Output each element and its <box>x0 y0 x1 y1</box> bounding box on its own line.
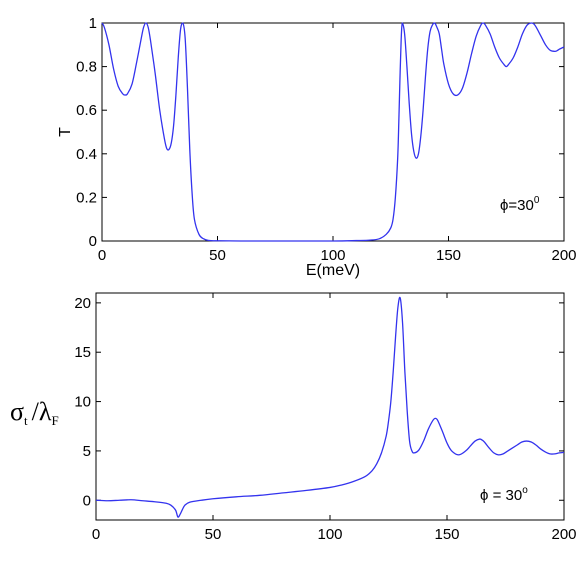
transmission-x-axis-label: E(meV) <box>306 262 360 279</box>
cross-section-x-tick-label: 50 <box>205 526 222 543</box>
transmission-ticks <box>101 22 565 242</box>
cross-section-panel: 0 50 100 150 200 0 5 10 15 20 σt /λF ϕ = 30o <box>10 292 577 543</box>
cross-section-angle-text: ϕ = 30 <box>480 487 522 504</box>
cross-section-x-tick-label: 100 <box>317 526 342 543</box>
transmission-y-tick-label: 0.8 <box>76 59 97 76</box>
transmission-x-tick-label: 0 <box>98 247 106 264</box>
cross-section-angle-superscript: o <box>522 485 528 496</box>
lambda-subscript: F <box>51 413 58 428</box>
cross-section-angle-annotation: ϕ = 30o <box>480 485 528 504</box>
cross-section-y-axis-label: σt /λF <box>10 397 59 428</box>
cross-section-y-tick-label: 15 <box>74 344 91 361</box>
transmission-y-tick-label: 0.4 <box>76 146 97 163</box>
transmission-y-axis-label: T <box>57 127 74 137</box>
cross-section-y-tick-label: 5 <box>83 443 91 460</box>
transmission-curve <box>101 22 565 242</box>
cross-section-y-tick-label: 0 <box>83 492 91 509</box>
cross-section-tick-labels: 0 50 100 150 200 0 5 10 15 20 <box>74 295 576 543</box>
cross-section-plot-frame <box>95 292 565 521</box>
transmission-angle-annotation: ϕ=300 <box>500 195 540 214</box>
cross-section-x-tick-label: 200 <box>551 526 576 543</box>
transmission-angle-text: ϕ=30 <box>500 197 534 214</box>
cross-section-y-tick-label: 20 <box>74 295 91 312</box>
transmission-tick-labels: 0 50 100 150 200 0 0.2 0.4 0.6 0.8 1 <box>76 15 576 264</box>
transmission-x-tick-label: 50 <box>209 247 226 264</box>
lambda-symbol: λ <box>39 397 52 426</box>
sigma-subscript: t <box>24 413 28 428</box>
transmission-plot-frame <box>101 22 565 242</box>
cross-section-ticks <box>95 293 565 520</box>
cross-section-x-tick-label: 0 <box>92 526 100 543</box>
cross-section-y-tick-label: 10 <box>74 394 91 411</box>
transmission-y-tick-label: 1 <box>89 15 97 32</box>
cross-section-curve <box>95 296 565 518</box>
transmission-y-tick-label: 0 <box>89 233 97 250</box>
transmission-x-tick-label: 200 <box>551 247 576 264</box>
transmission-angle-superscript: 0 <box>534 195 540 206</box>
cross-section-x-tick-label: 150 <box>434 526 459 543</box>
transmission-panel: 0 50 100 150 200 0 0.2 0.4 0.6 0.8 1 E(meV) T ϕ=30… <box>57 15 577 279</box>
ratio-slash: / <box>32 397 40 426</box>
transmission-x-tick-label: 100 <box>320 247 345 264</box>
sigma-symbol: σ <box>10 397 24 426</box>
transmission-x-tick-label: 150 <box>436 247 461 264</box>
transmission-y-tick-label: 0.2 <box>76 189 97 206</box>
transmission-y-tick-label: 0.6 <box>76 102 97 119</box>
